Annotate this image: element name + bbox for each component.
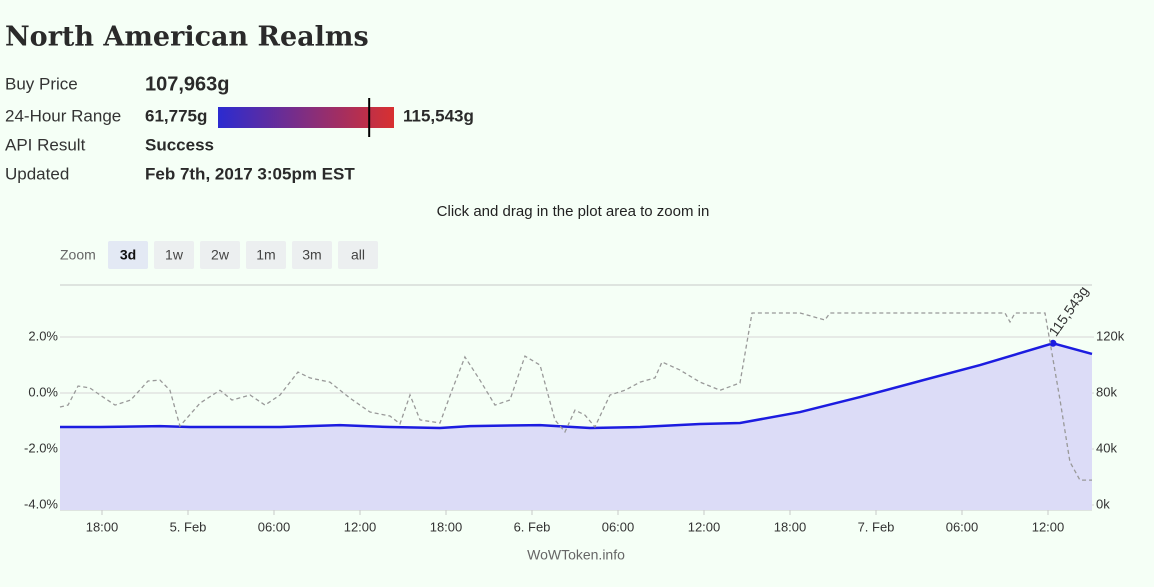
y-tick-label: -2.0% [24, 440, 58, 455]
chart: -4.0% -2.0% 0.0% 2.0% 0k 40k 80k 120k 18:00 5. Fe… [24, 283, 1125, 534]
range-high: 115,543g [403, 106, 474, 125]
x-tick-label: 18:00 [430, 519, 463, 534]
zoom-button-label[interactable]: 1m [256, 247, 275, 263]
row-label: Updated [5, 164, 69, 183]
point [1049, 339, 1057, 347]
zoom-button-label[interactable]: 3m [302, 247, 321, 263]
area [60, 343, 1092, 510]
zoom-button[interactable] [292, 241, 332, 269]
x-tick-label: 06:00 [602, 519, 635, 534]
row-label: API Result [5, 135, 86, 154]
y-tick-label: -4.0% [24, 496, 58, 511]
page-title: North American Realms [5, 22, 369, 53]
x-tick-label: 18:00 [774, 519, 807, 534]
data-label: 115,543g [1045, 283, 1091, 339]
zoom-button[interactable] [246, 241, 286, 269]
x-tick-label: 18:00 [86, 519, 119, 534]
x-tick-label: 12:00 [344, 519, 377, 534]
x-tick-label: 5. Feb [170, 519, 207, 534]
y2-tick-label: 0k [1096, 496, 1110, 511]
zoom-button-label[interactable]: all [351, 247, 365, 263]
line [60, 341, 1093, 430]
x-tick-label: 12:00 [688, 519, 721, 534]
row-value: 107,963g [145, 73, 230, 95]
credits: WoWToken.info [527, 547, 625, 563]
zoom-button[interactable] [154, 241, 194, 269]
range-bar [218, 107, 394, 128]
zoom-hint: Click and drag in the plot area to zoom … [437, 203, 710, 220]
x-tick-label: 7. Feb [858, 519, 895, 534]
x-tick-label: 6. Feb [514, 519, 551, 534]
row-label: 24-Hour Range [5, 106, 121, 125]
x-tick-label: 06:00 [946, 519, 979, 534]
y-tick-label: 0.0% [28, 384, 58, 399]
zoom-button-label[interactable]: 3d [120, 247, 136, 263]
zoom-label: Zoom [60, 247, 96, 263]
dashed-line [59, 312, 1092, 481]
y2-tick-label: 40k [1096, 440, 1117, 455]
range-low: 61,775g [145, 106, 207, 125]
x-tick-label: 06:00 [258, 519, 291, 534]
row-value: Success [145, 135, 214, 154]
x-tick-label: 12:00 [1032, 519, 1065, 534]
y-tick-label: 2.0% [28, 328, 58, 343]
row-value: Feb 7th, 2017 3:05pm EST [145, 164, 355, 183]
zoom-button[interactable] [200, 241, 240, 269]
row-label: Buy Price [5, 74, 78, 93]
zoom-button-label[interactable]: 2w [211, 247, 230, 263]
y2-tick-label: 80k [1096, 384, 1117, 399]
y2-tick-label: 120k [1096, 328, 1125, 343]
zoom-button[interactable] [108, 241, 148, 269]
zoom-button[interactable] [338, 241, 378, 269]
zoom-button-label[interactable]: 1w [165, 247, 184, 263]
